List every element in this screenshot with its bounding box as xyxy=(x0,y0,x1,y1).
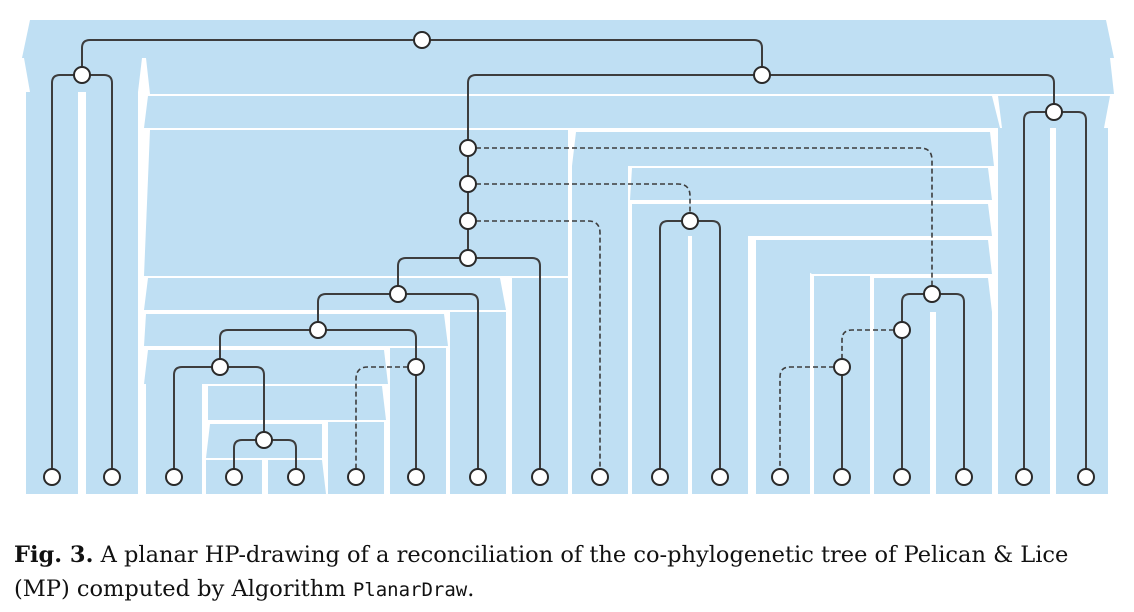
leaf-node-1 xyxy=(43,468,61,486)
edge-n6-right xyxy=(318,329,417,367)
edge-leaf-1 xyxy=(51,74,82,477)
leaf-node-14 xyxy=(833,468,851,486)
node-n12 xyxy=(893,321,911,339)
parasite-edges xyxy=(51,39,1087,477)
node-spine-2 xyxy=(459,175,477,193)
edge-n7-right xyxy=(220,366,265,440)
node-root xyxy=(413,31,431,49)
switch-edges xyxy=(355,147,933,477)
host-band-l5 xyxy=(208,386,386,420)
host-right-mid-band-3 xyxy=(632,204,992,236)
hp-drawing-figure xyxy=(22,20,1114,494)
node-n9 xyxy=(407,358,425,376)
edge-root-right xyxy=(422,39,763,75)
host-central-block xyxy=(144,130,568,276)
leaf-node-4 xyxy=(225,468,243,486)
edge-n4-left xyxy=(397,257,468,294)
node-spine-3 xyxy=(459,212,477,230)
switch-edge-6 xyxy=(779,366,842,477)
switch-edge-2 xyxy=(468,183,691,221)
edge-n4-right xyxy=(468,257,541,477)
node-n8 xyxy=(255,431,273,449)
caption-algorithm: PlanarDraw xyxy=(352,579,468,601)
edge-main-left xyxy=(467,74,762,148)
node-n13 xyxy=(923,285,941,303)
node-spine-4 xyxy=(459,249,477,267)
node-right xyxy=(1045,103,1063,121)
edge-n10-left xyxy=(659,220,690,477)
node-n6 xyxy=(309,321,327,339)
edge-leaf-2 xyxy=(82,74,113,477)
edge-right-leaf-2 xyxy=(1054,111,1087,477)
leaf-node-13 xyxy=(771,468,789,486)
edge-root-left xyxy=(81,39,422,75)
leaf-node-7 xyxy=(407,468,425,486)
edge-n13-left xyxy=(901,293,932,330)
switch-edge-4 xyxy=(355,366,416,477)
edge-n8-left xyxy=(233,439,264,477)
edge-n5-right xyxy=(398,293,479,477)
node-main xyxy=(753,66,771,84)
edge-n7-left xyxy=(173,366,220,477)
caption-label: Fig. 3. xyxy=(14,542,94,568)
leaf-node-12 xyxy=(711,468,729,486)
node-n5 xyxy=(389,285,407,303)
host-band-l4 xyxy=(144,350,388,384)
node-spine-1 xyxy=(459,139,477,157)
edge-n5-left xyxy=(317,293,398,330)
leaf-node-16 xyxy=(955,468,973,486)
leaf-node-6 xyxy=(347,468,365,486)
leaf-node-10 xyxy=(591,468,609,486)
node-n7 xyxy=(211,358,229,376)
edge-n8-right xyxy=(264,439,297,477)
leaf-node-9 xyxy=(531,468,549,486)
host-column-i xyxy=(1056,128,1108,494)
host-right-mid-band-1 xyxy=(572,132,994,166)
edge-right-leaf-1 xyxy=(1023,111,1054,477)
host-right-mid-band-4 xyxy=(756,240,992,274)
edge-n13-right xyxy=(932,293,965,477)
node-n10 xyxy=(681,212,699,230)
host-tree xyxy=(22,20,1114,494)
leaf-node-18 xyxy=(1077,468,1095,486)
node-left xyxy=(73,66,91,84)
switch-edge-5 xyxy=(841,329,902,367)
leaf-node-15 xyxy=(893,468,911,486)
leaf-node-5 xyxy=(287,468,305,486)
edge-n6-left xyxy=(219,329,318,367)
host-upper-mid-band xyxy=(144,96,1000,128)
caption-text: A planar HP-drawing of a reconciliation … xyxy=(14,542,1069,602)
switch-edge-1 xyxy=(468,147,933,294)
leaf-node-11 xyxy=(651,468,669,486)
edge-main-right xyxy=(762,74,1055,112)
leaf-node-3 xyxy=(165,468,183,486)
figure-caption: Fig. 3. A planar HP-drawing of a reconci… xyxy=(14,538,1124,607)
parasite-nodes xyxy=(43,31,1095,486)
host-right-mid-band-2 xyxy=(630,168,992,200)
leaf-node-2 xyxy=(103,468,121,486)
node-n11 xyxy=(833,358,851,376)
switch-edge-3 xyxy=(468,220,601,477)
leaf-node-8 xyxy=(469,468,487,486)
caption-end: . xyxy=(467,576,475,602)
leaf-node-17 xyxy=(1015,468,1033,486)
edge-n10-right xyxy=(690,220,721,477)
